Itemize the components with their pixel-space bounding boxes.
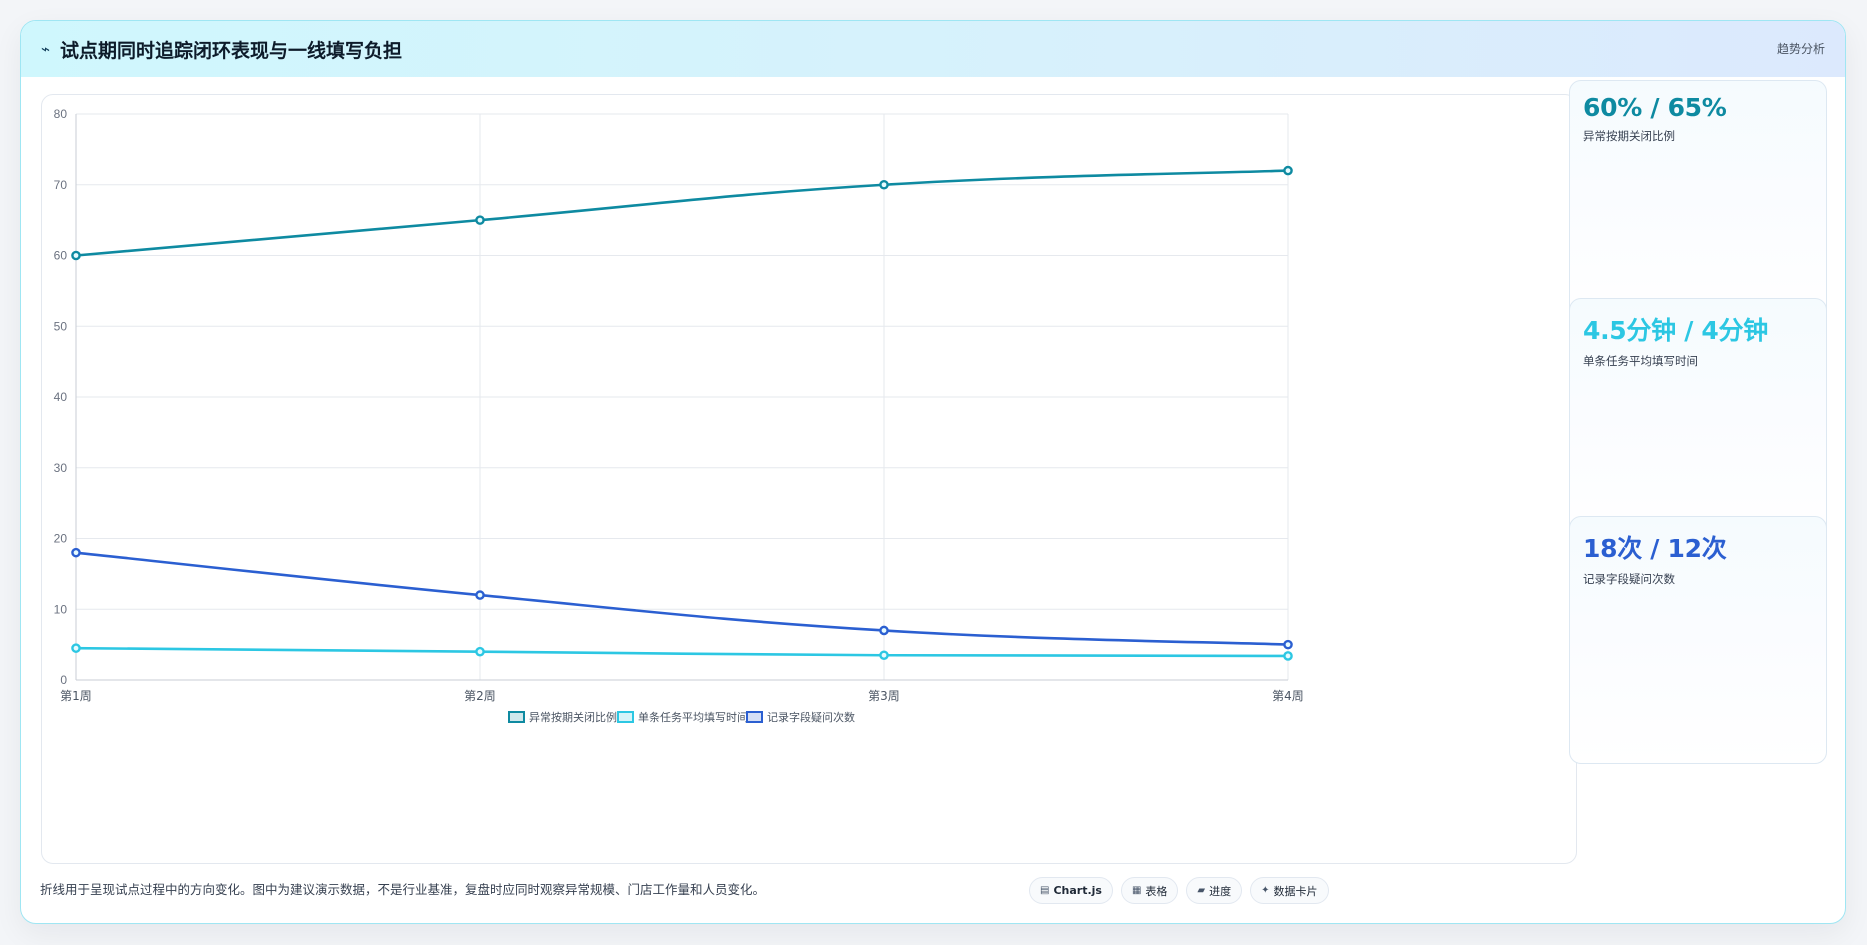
data-point [1283,639,1293,650]
chart-axes: 0 10 20 30 40 50 60 70 80 第1周 第2周 第3周 第4周 [54,107,1304,703]
tag-table[interactable]: ▦ 表格 [1120,877,1179,904]
kpi-card-closure-rate: 60% / 65% 异常按期关闭比例 [1569,80,1827,328]
x-tick-label: 第1周 [60,689,92,703]
card-header: ⌁ 试点期同时追踪闭环表现与一线填写负担 趋势分析 [21,21,1845,77]
legend-item-1[interactable]: 异常按期关闭比例 [508,710,617,724]
chart-icon: ▤ [1040,885,1050,896]
trend-card: ⌁ 试点期同时追踪闭环表现与一线填写负担 趋势分析 0 10 20 30 40 50 60 7… [20,20,1846,924]
legend-swatch [508,711,525,723]
data-point [71,547,81,558]
chart-series [71,165,1293,661]
data-point [71,643,81,653]
tag-label: 表格 [1145,884,1168,898]
kpi-value: 4.5分钟 / 4分钟 [1583,316,1768,345]
y-tick-label: 0 [60,673,67,687]
chart-panel: 0 10 20 30 40 50 60 70 80 第1周 第2周 第3周 第4周 异常按期关闭比例 单条… [41,94,1577,864]
x-tick-label: 第4周 [1272,689,1304,703]
table-icon: ▦ [1131,885,1142,896]
chart-grid [75,113,1289,681]
y-tick-label: 80 [54,107,68,121]
y-tick-label: 20 [54,532,68,546]
legend-item-3[interactable]: 记录字段疑问次数 [746,710,855,724]
legend-label: 记录字段疑问次数 [767,710,855,724]
footer-note: 折线用于呈现试点过程中的方向变化。图中为建议演示数据，不是行业基准，复盘时应同时… [40,882,766,897]
data-point [879,179,889,190]
tag-progress[interactable]: ▰ 进度 [1186,877,1243,904]
legend-label: 单条任务平均填写时间 [638,710,748,724]
y-tick-label: 10 [54,602,68,616]
card-title: 试点期同时追踪闭环表现与一线填写负担 [60,39,403,62]
legend-item-2[interactable]: 单条任务平均填写时间 [617,710,748,724]
kpi-value: 60% / 65% [1583,93,1727,122]
y-tick-label: 40 [54,390,68,404]
kpi-label: 单条任务平均填写时间 [1583,354,1698,368]
y-tick-label: 50 [54,319,68,333]
legend-swatch [617,711,634,723]
data-point [71,250,81,261]
progress-icon: ▰ [1197,885,1206,896]
kpi-card-field-questions: 18次 / 12次 记录字段疑问次数 [1569,516,1827,764]
kpi-label: 异常按期关闭比例 [1583,129,1675,143]
legend-label: 异常按期关闭比例 [529,710,617,724]
tag-label: 进度 [1209,884,1232,898]
tag-label: Chart.js [1053,884,1102,897]
x-tick-label: 第3周 [868,689,900,703]
data-point [879,650,889,661]
kpi-card-fill-time: 4.5分钟 / 4分钟 单条任务平均填写时间 [1569,298,1827,546]
data-point [475,590,485,600]
tag-label: 数据卡片 [1273,884,1318,898]
data-point [879,625,889,636]
header-tag: 趋势分析 [1776,42,1825,56]
series-line-1 [75,169,1289,257]
series-line-2 [75,646,1289,658]
y-tick-label: 30 [54,461,68,475]
series-line-3 [75,551,1289,646]
kpi-label: 记录字段疑问次数 [1583,572,1675,586]
y-tick-label: 60 [54,249,68,263]
x-tick-label: 第2周 [464,689,496,703]
data-point [475,646,485,657]
legend-swatch [746,711,763,723]
kpi-value: 18次 / 12次 [1583,534,1727,563]
trend-icon: ⌁ [41,40,51,58]
card-icon: ✦ [1261,885,1270,896]
data-point [1283,165,1293,176]
feature-tags: ▤ Chart.js ▦ 表格 ▰ 进度 ✦ 数据卡片 [1029,877,1329,904]
data-point [1283,651,1293,661]
y-tick-label: 70 [54,178,68,192]
tag-chartjs[interactable]: ▤ Chart.js [1029,877,1113,904]
tag-data-card[interactable]: ✦ 数据卡片 [1250,877,1329,904]
data-point [475,215,485,225]
chart-legend[interactable]: 异常按期关闭比例 单条任务平均填写时间 记录字段疑问次数 [508,710,855,724]
line-chart: 0 10 20 30 40 50 60 70 80 第1周 第2周 第3周 第4周 异常按期关闭比例 单条… [54,107,1304,724]
